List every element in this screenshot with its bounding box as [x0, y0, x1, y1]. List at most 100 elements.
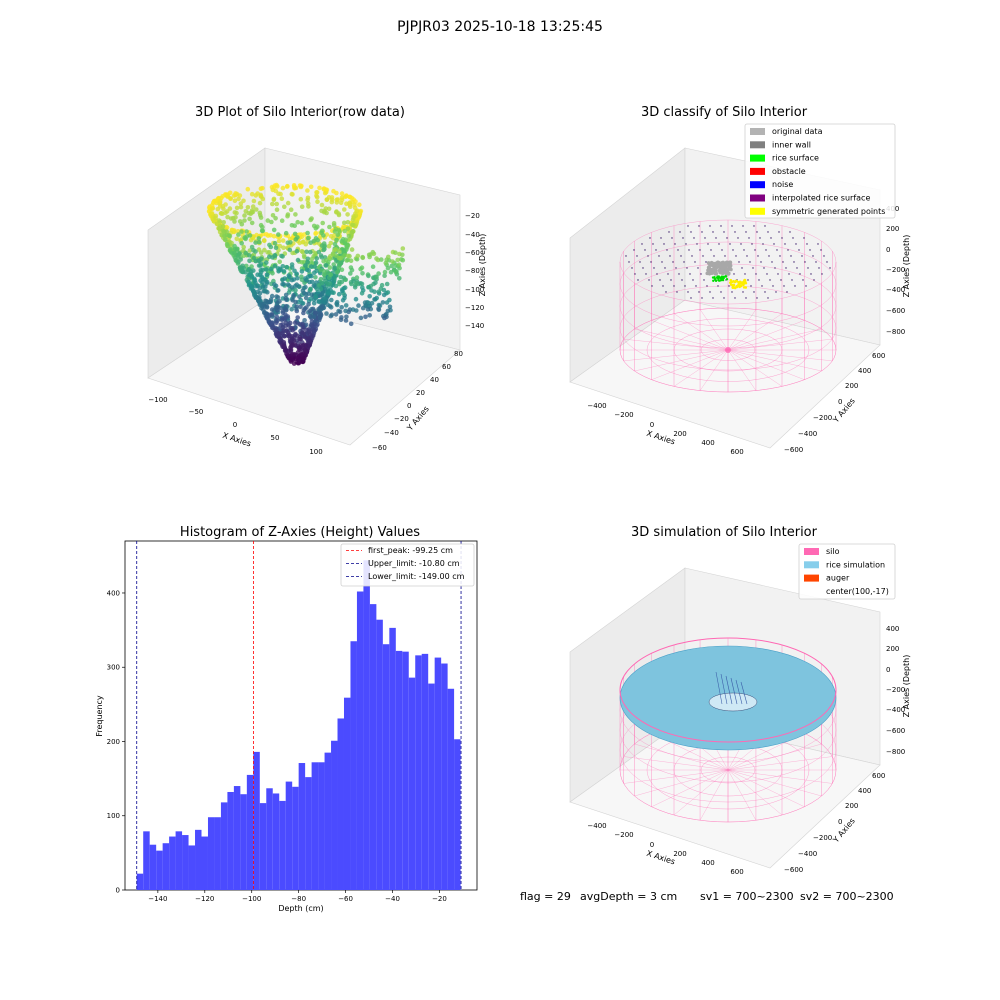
data-point — [261, 238, 267, 243]
interpolated-point — [765, 249, 767, 251]
interpolated-point — [751, 243, 753, 245]
data-point — [289, 285, 295, 290]
data-point — [289, 191, 295, 197]
data-point — [282, 276, 288, 281]
data-point — [376, 307, 382, 313]
data-point — [275, 318, 280, 323]
data-point — [304, 267, 310, 273]
data-point — [329, 297, 334, 303]
data-point — [385, 265, 391, 271]
data-point — [281, 269, 287, 274]
interpolated-point — [762, 243, 764, 245]
data-point — [327, 224, 332, 230]
data-point — [258, 215, 264, 220]
interpolated-point — [691, 255, 693, 257]
data-point — [359, 291, 365, 296]
data-point — [327, 281, 333, 286]
xtick-label: 400 — [701, 859, 714, 867]
data-point — [247, 258, 252, 264]
interpolated-point — [742, 291, 744, 293]
symmetric-point — [731, 286, 735, 290]
ytick-label: 400 — [107, 589, 120, 597]
data-point — [291, 338, 297, 344]
interpolated-point — [769, 279, 771, 281]
data-point — [338, 260, 344, 266]
interpolated-point — [682, 237, 684, 239]
panel-simulation-zlabel: Z Axies (Depth) — [902, 655, 911, 718]
data-point — [382, 315, 387, 321]
xtick-label: −200 — [614, 831, 633, 839]
data-point — [247, 248, 253, 253]
ytick-label: 0 — [838, 818, 842, 826]
interpolated-point — [712, 231, 714, 233]
xtick-label: −100 — [242, 895, 261, 903]
xtick-label: −400 — [587, 822, 606, 830]
data-point — [308, 287, 313, 292]
histogram-bar — [292, 786, 299, 890]
data-point — [336, 265, 342, 271]
interpolated-point — [773, 243, 775, 245]
data-point — [308, 184, 314, 190]
interpolated-point — [671, 237, 673, 239]
data-point — [245, 205, 251, 210]
data-point — [295, 355, 301, 361]
data-point — [316, 299, 322, 304]
data-point — [382, 269, 388, 275]
legend-label: obstacle — [772, 167, 806, 176]
data-point — [367, 254, 372, 260]
interpolated-point — [661, 261, 663, 263]
data-point — [295, 315, 301, 320]
data-point — [356, 303, 361, 308]
data-point — [387, 304, 393, 310]
interpolated-point — [761, 285, 763, 287]
legend-label: interpolated rice surface — [772, 194, 870, 203]
histogram-bar — [428, 683, 435, 890]
data-point — [344, 201, 349, 206]
histogram-ticks: −140 −120 −100 −80 −60 −40 −20 0 100 200 300 400 — [107, 589, 447, 903]
data-point — [332, 229, 338, 234]
histogram-bar — [227, 791, 234, 890]
data-point — [275, 288, 281, 293]
data-point — [339, 305, 345, 310]
data-point — [256, 239, 262, 245]
interpolated-point — [670, 279, 672, 281]
data-point — [305, 197, 310, 203]
histogram-title: Histogram of Z-Axies (Height) Values — [180, 525, 420, 540]
rice-surface-point — [724, 275, 728, 278]
xtick-label: 0 — [233, 421, 237, 429]
interpolated-point — [813, 279, 815, 281]
data-point — [332, 232, 337, 238]
histogram-bar — [149, 844, 157, 890]
data-point — [268, 266, 274, 272]
interpolated-point — [774, 267, 776, 269]
data-point — [381, 292, 387, 298]
data-point — [367, 294, 373, 299]
data-point — [269, 320, 275, 326]
symmetric-point — [742, 286, 746, 289]
interpolated-point — [741, 267, 743, 269]
interpolated-point — [647, 255, 649, 257]
data-point — [343, 303, 349, 308]
data-point — [311, 300, 317, 306]
histogram-bar — [331, 740, 338, 890]
data-point — [313, 293, 318, 299]
interpolated-point — [690, 297, 692, 299]
rice-surface-point — [716, 275, 719, 278]
ytick-label: −600 — [784, 866, 803, 874]
raw-point-cloud — [206, 182, 406, 366]
data-point — [260, 228, 266, 234]
legend-swatch — [804, 561, 819, 569]
ztick-label: 0 — [886, 666, 890, 674]
interpolated-point — [707, 243, 709, 245]
panel-simulation-zticks: 400 200 0 −200 −400 −600 −800 — [886, 625, 905, 756]
data-point — [260, 224, 265, 230]
data-point — [241, 266, 247, 271]
data-point — [293, 212, 298, 217]
classify-legend: original data inner wall rice surface obsta… — [744, 123, 896, 219]
histogram-bar — [363, 560, 370, 890]
interpolated-point — [823, 255, 825, 257]
legend-swatch — [750, 194, 765, 202]
data-point — [360, 285, 365, 290]
data-point — [396, 262, 402, 268]
interpolated-point — [697, 267, 699, 269]
